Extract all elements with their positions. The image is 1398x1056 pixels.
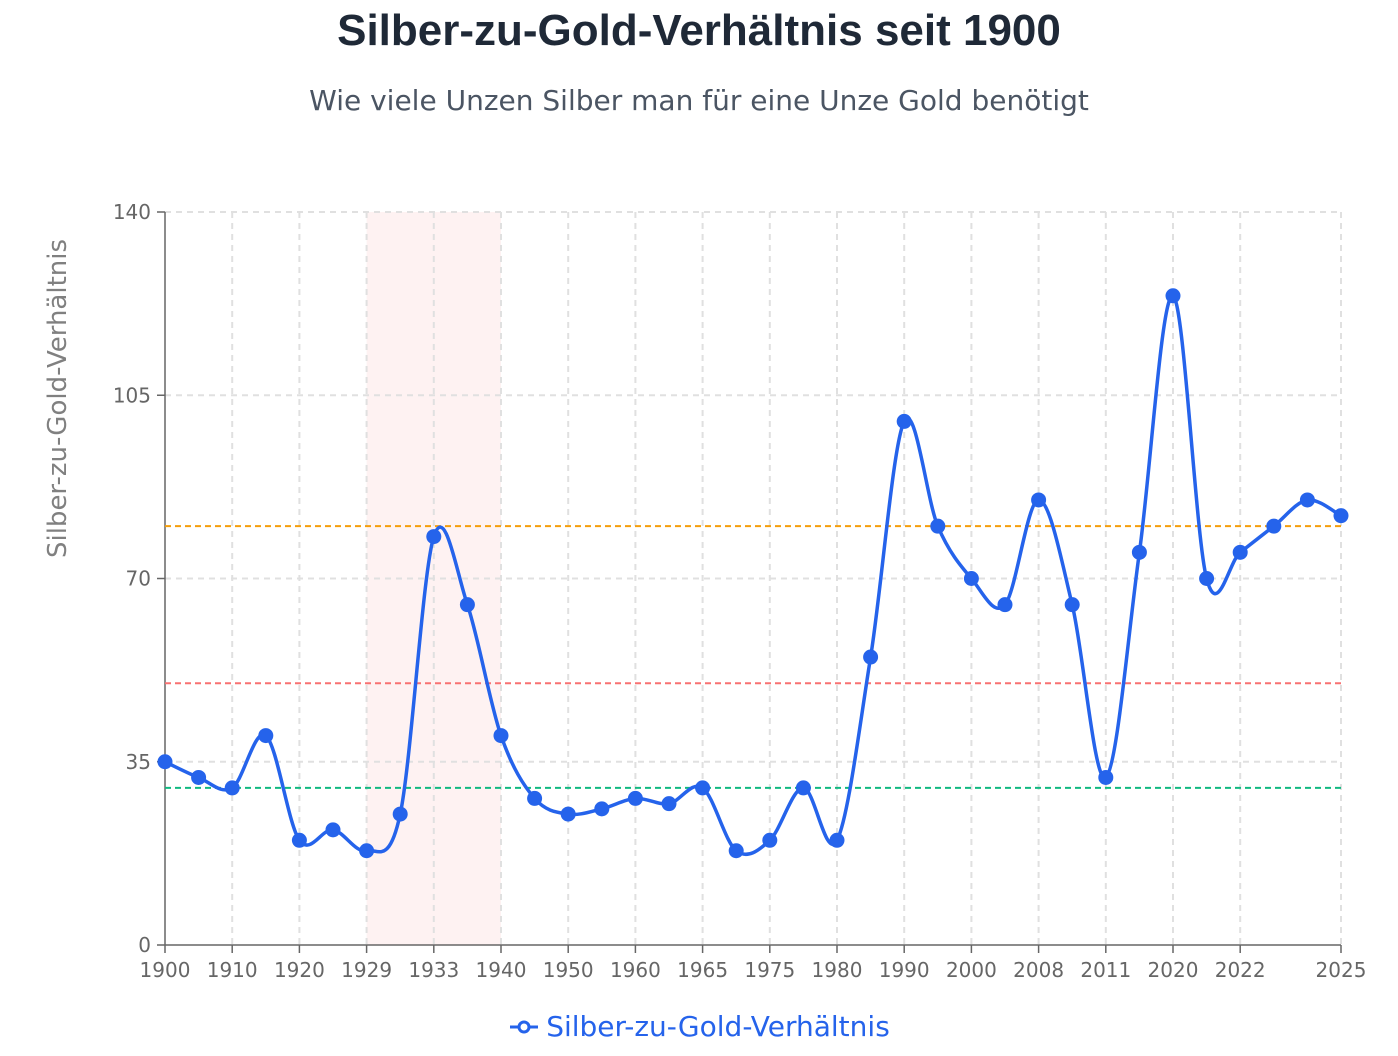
data-point[interactable] <box>728 843 744 859</box>
data-point[interactable] <box>1031 492 1047 508</box>
x-tick-label: 2020 <box>1148 958 1199 982</box>
data-point[interactable] <box>695 780 711 796</box>
x-tick-label: 1920 <box>274 958 325 982</box>
data-point[interactable] <box>1333 508 1349 524</box>
data-point[interactable] <box>930 518 946 534</box>
x-tick-label: 1940 <box>476 958 527 982</box>
chart-title: Silber-zu-Gold-Verhältnis seit 1900 <box>337 6 1061 55</box>
data-point[interactable] <box>661 796 677 812</box>
data-point[interactable] <box>191 769 207 785</box>
y-tick-label: 140 <box>113 200 151 224</box>
x-tick-label: 1975 <box>744 958 795 982</box>
data-point[interactable] <box>627 790 643 806</box>
x-tick-label: 1990 <box>879 958 930 982</box>
data-point[interactable] <box>1232 544 1248 560</box>
line-chart: 0 35 70 105 140 1900 1910 1920 1929 1933 1940 1950 1… <box>43 200 1367 982</box>
data-point[interactable] <box>1064 597 1080 613</box>
x-tick-label: 2025 <box>1316 958 1367 982</box>
x-tick-label: 1980 <box>812 958 863 982</box>
data-point[interactable] <box>1199 571 1215 586</box>
data-point[interactable] <box>1299 492 1315 508</box>
data-point[interactable] <box>1266 518 1282 534</box>
data-point[interactable] <box>594 801 610 817</box>
series-line <box>164 294 1342 857</box>
data-point[interactable] <box>762 832 778 848</box>
data-point[interactable] <box>258 728 274 744</box>
data-point[interactable] <box>863 649 879 665</box>
data-point[interactable] <box>291 832 307 848</box>
legend-label: Silber-zu-Gold-Verhältnis <box>546 1010 890 1043</box>
x-tick-label: 2000 <box>946 958 997 982</box>
y-tick-label: 105 <box>113 383 151 407</box>
data-point[interactable] <box>896 413 912 429</box>
data-point[interactable] <box>997 597 1013 613</box>
x-tick-label: 1910 <box>207 958 258 982</box>
y-tick-label: 70 <box>126 567 151 591</box>
x-tick-label: 1950 <box>543 958 594 982</box>
data-point[interactable] <box>392 806 408 822</box>
x-tick-label: 1900 <box>140 958 191 982</box>
data-point[interactable] <box>829 832 845 848</box>
x-tick-label: 1929 <box>341 958 392 982</box>
data-point[interactable] <box>157 754 173 770</box>
x-tick-label: 2008 <box>1013 958 1064 982</box>
y-tick-label: 35 <box>126 750 151 774</box>
x-tick-label: 1933 <box>408 958 459 982</box>
legend[interactable]: Silber-zu-Gold-Verhältnis <box>0 1010 1398 1043</box>
data-point[interactable] <box>963 571 979 586</box>
chart-subtitle: Wie viele Unzen Silber man für eine Unze… <box>309 84 1089 117</box>
data-point[interactable] <box>795 780 811 796</box>
data-point[interactable] <box>1131 544 1147 560</box>
data-point[interactable] <box>325 822 341 838</box>
data-point[interactable] <box>224 780 240 796</box>
data-point[interactable] <box>459 597 475 613</box>
x-tick-label: 2011 <box>1080 958 1131 982</box>
data-point[interactable] <box>426 529 442 545</box>
data-point[interactable] <box>1098 769 1114 785</box>
data-point[interactable] <box>493 728 509 744</box>
data-point[interactable] <box>1165 288 1181 304</box>
x-tick-label: 1960 <box>610 958 661 982</box>
data-point[interactable] <box>359 843 375 859</box>
data-point[interactable] <box>527 790 543 806</box>
y-axis-title: Silber-zu-Gold-Verhältnis <box>43 239 73 558</box>
y-tick-label: 0 <box>138 933 151 957</box>
x-tick-label: 2022 <box>1215 958 1266 982</box>
legend-line-icon <box>510 1020 539 1033</box>
data-point[interactable] <box>560 806 576 822</box>
x-tick-label: 1965 <box>677 958 728 982</box>
